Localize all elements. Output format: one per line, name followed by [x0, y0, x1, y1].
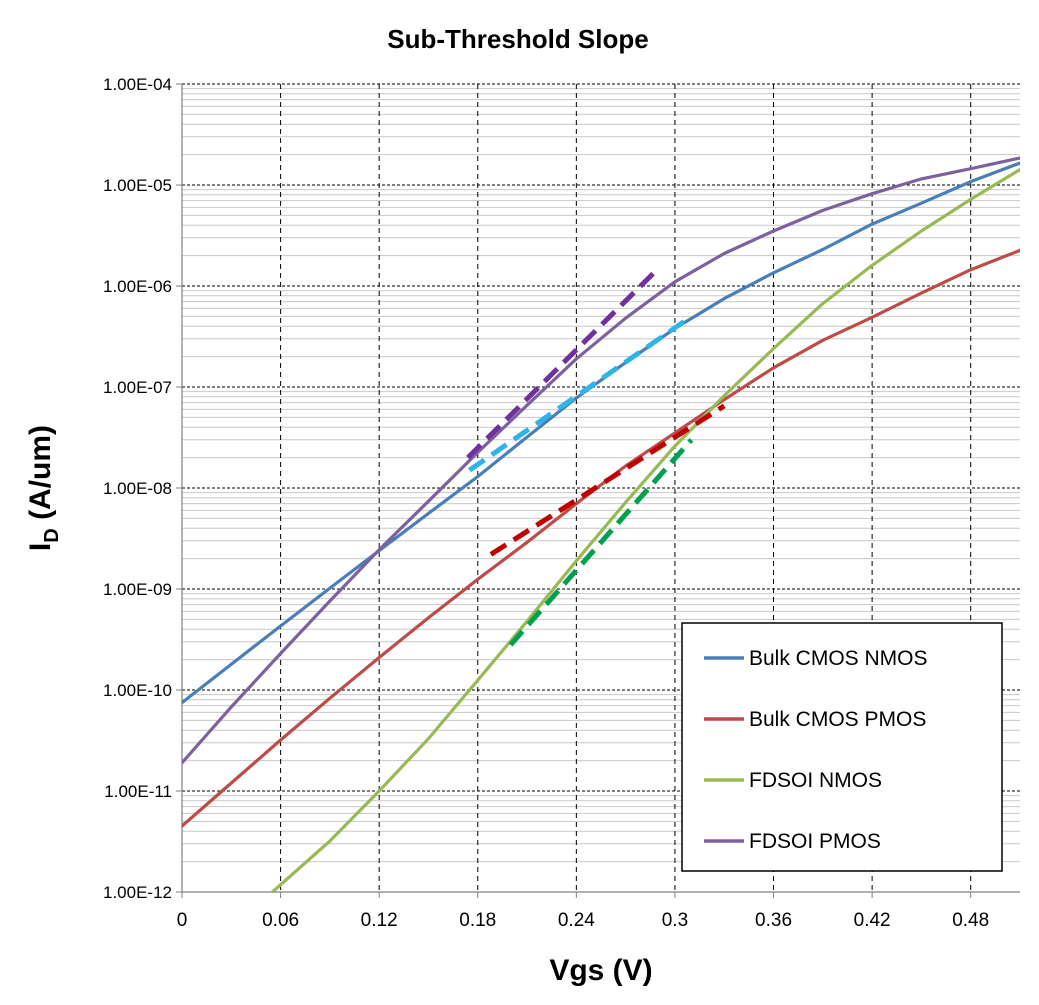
legend-label: FDSOI NMOS: [749, 769, 882, 792]
x-tick-label: 0.36: [755, 910, 792, 931]
y-tick-label: 1.00E-11: [104, 782, 172, 801]
x-axis-label: Vgs (V): [549, 954, 652, 987]
fit-layer: [466, 266, 726, 647]
slope-fit-line-3: [489, 403, 726, 557]
x-tick-label: 0.48: [952, 910, 989, 931]
y-axis-label-unit: (A/um): [24, 425, 57, 528]
y-axis-label: ID (A/um): [24, 425, 63, 551]
y-tick-label: 1.00E-10: [103, 681, 172, 700]
legend: Bulk CMOS NMOS Bulk CMOS PMOS FDSOI NMOS FD…: [681, 622, 1003, 872]
series-line-3: [270, 168, 1020, 892]
y-axis-label-subscript: D: [41, 528, 63, 542]
y-axis-ticks: 1.00E-04 1.00E-05 1.00E-06 1.00E-07 1.00E-08…: [103, 75, 182, 902]
series-line-4: [182, 156, 1020, 765]
legend-box: [681, 622, 1003, 872]
chart-title: Sub-Threshold Slope: [387, 24, 648, 54]
y-axis-label-main: I: [24, 543, 57, 551]
y-tick-label: 1.00E-12: [103, 883, 172, 902]
y-tick-label: 1.00E-09: [103, 580, 172, 599]
slope-fit-line-4: [508, 438, 694, 647]
x-tick-label: 0.12: [361, 910, 398, 931]
x-tick-label: 0: [177, 910, 188, 931]
x-tick-label: 0.42: [854, 910, 891, 931]
y-tick-label: 1.00E-04: [103, 75, 172, 94]
y-tick-label: 1.00E-05: [103, 176, 172, 195]
series-layer: [182, 156, 1020, 892]
series-line-1: [182, 161, 1020, 705]
slope-fit-line-2: [468, 314, 693, 473]
y-tick-label: 1.00E-07: [103, 378, 172, 397]
x-tick-label: 0.18: [459, 910, 496, 931]
legend-label: FDSOI PMOS: [749, 830, 881, 853]
legend-label: Bulk CMOS NMOS: [749, 647, 928, 670]
x-tick-label: 0.24: [558, 910, 595, 931]
legend-label: Bulk CMOS PMOS: [749, 708, 926, 731]
slope-fit-line-1: [466, 266, 661, 460]
y-tick-label: 1.00E-06: [103, 277, 172, 296]
x-tick-label: 0.3: [662, 910, 688, 931]
y-tick-label: 1.00E-08: [103, 479, 172, 498]
series-line-2: [182, 248, 1020, 828]
x-axis-ticks: 0 0.06 0.12 0.18 0.24 0.3 0.36 0.42 0.48: [177, 892, 989, 931]
x-tick-label: 0.06: [262, 910, 299, 931]
